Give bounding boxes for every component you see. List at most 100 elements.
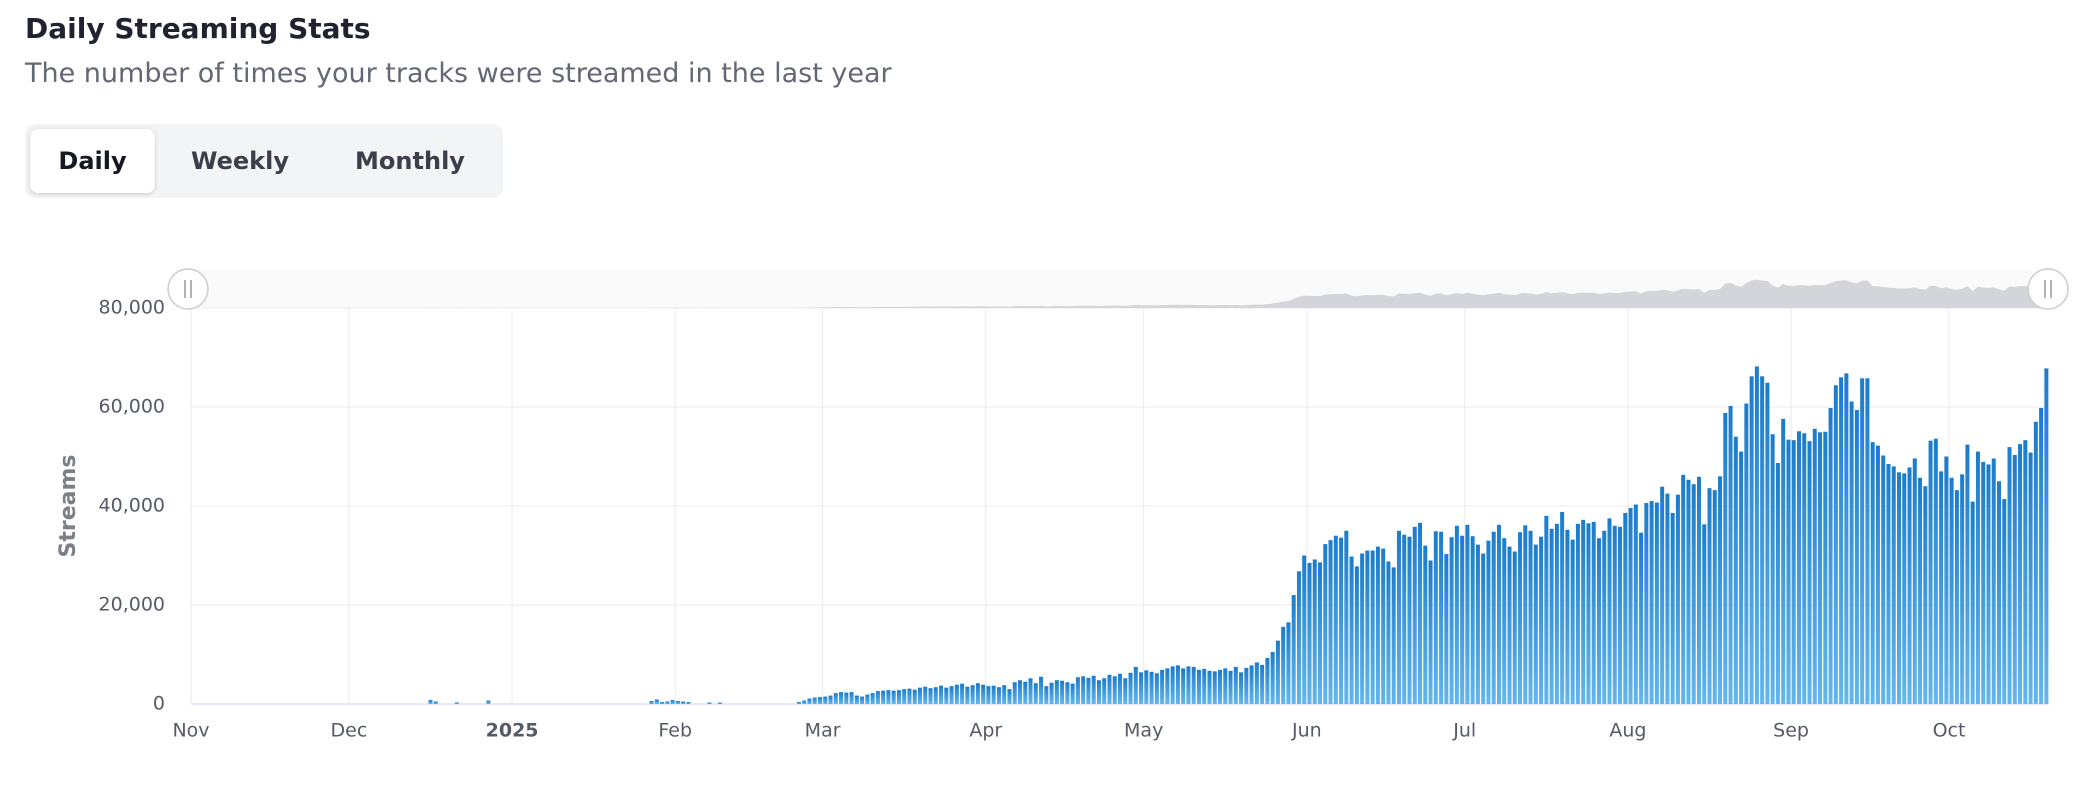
bar [844, 692, 849, 704]
bar [1807, 441, 1812, 704]
bar [833, 693, 838, 704]
bar [1491, 531, 1496, 704]
bar [944, 687, 949, 704]
bar [1502, 538, 1507, 704]
navigator-handle[interactable] [167, 268, 209, 310]
bar [1365, 550, 1370, 704]
bar [1702, 524, 1707, 704]
bar [1233, 666, 1238, 704]
bar [1154, 673, 1159, 704]
bar [1818, 432, 1823, 704]
bar [1212, 671, 1217, 704]
bar [1249, 665, 1254, 704]
x-tick-label: Jul [1452, 720, 1476, 742]
bar [1923, 486, 1928, 704]
bar [1728, 406, 1733, 704]
bar [960, 683, 965, 704]
bar [707, 702, 712, 704]
bar [954, 684, 959, 704]
bar [486, 700, 491, 704]
bar [1339, 537, 1344, 704]
tab-button[interactable]: Daily [30, 129, 155, 193]
bar [1475, 544, 1480, 704]
bar [1254, 662, 1259, 704]
bar [1665, 493, 1670, 704]
bar [854, 695, 859, 704]
bar [1133, 666, 1138, 704]
bar [1281, 626, 1286, 704]
x-tick-label: Nov [172, 720, 209, 742]
bar [1986, 464, 1991, 704]
bar [1654, 502, 1659, 704]
bar [433, 701, 438, 704]
bar [1739, 451, 1744, 704]
bar [1412, 526, 1417, 704]
bar [933, 687, 938, 704]
bar [1039, 676, 1044, 704]
bar [1839, 377, 1844, 704]
bar [1886, 463, 1891, 704]
bar [1312, 559, 1317, 704]
bar [1644, 503, 1649, 704]
bar [802, 700, 807, 704]
bar [1528, 530, 1533, 704]
bar [1786, 439, 1791, 704]
bar [839, 692, 844, 704]
bar [1833, 385, 1838, 704]
bar [681, 701, 686, 704]
bar [1754, 366, 1759, 704]
bar [1802, 433, 1807, 704]
tab-group: Daily Weekly Monthly [25, 124, 503, 198]
bar [1723, 412, 1728, 704]
bar [1796, 431, 1801, 704]
bar [1581, 519, 1586, 704]
bar [1375, 546, 1380, 704]
bar [1423, 545, 1428, 704]
tab-button[interactable]: Weekly [190, 147, 289, 175]
bar [1765, 382, 1770, 704]
bar [917, 687, 922, 704]
bar [1849, 401, 1854, 704]
bar [1691, 484, 1696, 704]
bar [1512, 551, 1517, 704]
bar [907, 688, 912, 704]
bar [1823, 431, 1828, 704]
bar [1265, 657, 1270, 704]
bar [1891, 466, 1896, 704]
bar [1565, 529, 1570, 704]
bar [428, 700, 433, 704]
bar [1349, 556, 1354, 704]
bar [1918, 477, 1923, 704]
bar [1323, 544, 1328, 704]
bar [1470, 536, 1475, 704]
bar [1770, 434, 1775, 704]
bar [1523, 525, 1528, 704]
bar [1360, 553, 1365, 704]
bar [1318, 562, 1323, 704]
bar [1733, 436, 1738, 704]
bar [2028, 452, 2033, 704]
bar [1017, 680, 1022, 704]
tab-button[interactable]: Monthly [355, 147, 465, 175]
x-tick-label: Sep [1773, 720, 1809, 742]
bar [1518, 532, 1523, 704]
bar [2007, 447, 2012, 704]
navigator-handle[interactable] [2027, 268, 2069, 310]
x-tick-label: Aug [1609, 720, 1646, 742]
bar [1096, 680, 1101, 704]
bar [1370, 550, 1375, 704]
bar [1444, 554, 1449, 704]
bar [1854, 409, 1859, 704]
bar [1381, 548, 1386, 704]
bar [1333, 535, 1338, 704]
bar [1586, 523, 1591, 704]
bar [1507, 546, 1512, 704]
bar [1607, 518, 1612, 704]
bar [1112, 676, 1117, 704]
bar [912, 689, 917, 704]
bar [1028, 678, 1033, 704]
bar [849, 692, 854, 704]
bar [817, 697, 822, 704]
bar [1454, 525, 1459, 704]
